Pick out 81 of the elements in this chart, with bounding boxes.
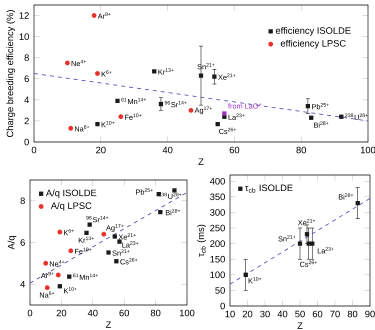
y-axis-title: τ$_{cb}$ (ms) <box>197 224 206 257</box>
x-tick-label: 10 <box>226 310 235 318</box>
legend-label: efficiency LPSC <box>280 40 346 49</box>
x-tick-label: 0 <box>32 146 36 154</box>
point <box>310 241 314 246</box>
point <box>44 285 50 290</box>
y-tick-label: 50 <box>215 287 225 294</box>
point <box>212 74 216 79</box>
y-tick-label: 400 <box>210 178 225 185</box>
x-tick-label: 30 <box>260 310 270 318</box>
point <box>101 232 106 237</box>
y-tick-label: 8 <box>20 198 25 204</box>
x-tick-label: 40 <box>88 310 98 316</box>
x-tick-label: 40 <box>162 146 172 154</box>
y-tick-label: 8 <box>24 54 29 61</box>
point <box>95 71 100 76</box>
y-tick-label: 12 <box>20 12 29 19</box>
y-tick-label: 200 <box>210 240 225 247</box>
x-tick-label: 80 <box>348 310 358 318</box>
point <box>114 259 118 264</box>
x-tick-label: 100 <box>180 310 194 316</box>
y-axis-title: A/q <box>8 236 16 250</box>
x-tick-label: 50 <box>295 310 305 318</box>
point <box>188 108 194 113</box>
point <box>117 240 122 244</box>
x-tick-label: 80 <box>150 310 160 316</box>
point <box>67 274 72 279</box>
point <box>158 210 162 214</box>
x-tick-label: 60 <box>312 310 322 318</box>
point <box>56 272 61 278</box>
x-tick-label: 20 <box>56 310 66 316</box>
point <box>88 222 92 227</box>
point <box>84 230 89 236</box>
x-tick-label: 40 <box>278 310 288 318</box>
x-tick-label: 80 <box>296 146 306 154</box>
x-tick-label: 20 <box>242 310 252 318</box>
y-tick-label: 300 <box>210 209 225 216</box>
legend-label: A/q ISOLDE <box>46 189 96 198</box>
legend-label: A/q LPSC <box>50 202 92 211</box>
x-axis-title: Z <box>297 322 303 329</box>
point <box>58 284 62 288</box>
y-tick-label: 350 <box>210 194 225 200</box>
x-axis-title: Z <box>198 158 204 165</box>
point <box>112 234 117 239</box>
y-tick-label: 0 <box>24 138 29 146</box>
y-tick-label: 6 <box>20 239 25 246</box>
point <box>68 248 74 254</box>
y-tick-label: 100 <box>210 272 225 278</box>
point <box>306 104 310 108</box>
legend-label: τ$_{cb}$ ISOLDE <box>244 184 293 193</box>
x-tick-label: 90 <box>365 310 375 318</box>
point <box>57 230 62 234</box>
y-tick-label: 6 <box>24 75 29 82</box>
point <box>222 111 227 116</box>
point <box>172 188 177 193</box>
point <box>198 73 204 78</box>
point <box>158 102 164 106</box>
legend-label: efficiency ISOLDE <box>276 27 351 36</box>
point <box>92 13 97 18</box>
y-axis-title: Charge breeding efficiency (%) <box>6 10 16 138</box>
point <box>304 232 310 236</box>
y-tick-label: 150 <box>210 256 225 263</box>
y-tick-label: 250 <box>210 224 225 232</box>
x-tick-label: 60 <box>119 310 130 316</box>
y-tick-label: 0 <box>220 302 225 310</box>
y-tick-label: 4 <box>24 96 30 104</box>
point <box>68 126 74 131</box>
y-tick-label: 4 <box>20 280 26 288</box>
point <box>298 241 302 246</box>
point <box>65 60 70 66</box>
x-axis-title: Z <box>106 321 112 328</box>
x-tick-label: 20 <box>96 146 106 154</box>
y-tick-label: 10 <box>20 33 29 40</box>
point <box>356 200 360 206</box>
point <box>118 114 124 120</box>
x-tick-label: 100 <box>360 146 375 154</box>
x-tick-label: 70 <box>330 310 340 318</box>
point <box>43 260 48 266</box>
point <box>244 272 248 277</box>
x-tick-label: 60 <box>230 146 240 154</box>
y-tick-label: 2 <box>24 118 29 124</box>
